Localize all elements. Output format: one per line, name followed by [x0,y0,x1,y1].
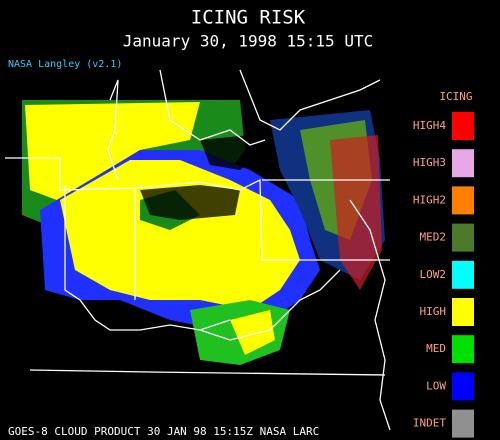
cloud-region [330,135,382,290]
lake [140,185,240,220]
legend-swatch [452,372,474,401]
cloud-region [230,310,275,355]
legend-swatch [452,409,474,438]
cloud-region [25,102,200,205]
legend-swatch [452,260,474,289]
legend-label: HIGH3 [413,156,446,169]
legend-label: LOW [426,379,446,392]
cloud-region [60,160,300,310]
footer: GOES-8 CLOUD PRODUCT 30 JAN 98 15:15Z NA… [8,425,319,438]
legend: HIGH4 HIGH3 HIGH2 MED2 LOW2 HIGH MED LOW INDET [413,112,474,438]
legend-label: HIGH [420,305,447,318]
legend-swatch [452,335,474,364]
legend-title: ICING [439,90,472,103]
legend-swatch [452,223,474,252]
legend-swatch [452,112,474,140]
legend-swatch [452,298,474,326]
legend-swatch [452,149,474,178]
legend-label: INDET [413,417,446,430]
legend-label: LOW2 [420,268,447,281]
legend-label: MED2 [420,231,447,244]
legend-label: HIGH2 [413,193,446,206]
title: ICING RISK [191,7,306,29]
legend-label: HIGH4 [413,119,446,132]
subtitle: January 30, 1998 15:15 UTC [123,32,373,51]
map [5,69,391,431]
source-label: NASA Langley (v2.1) [8,59,122,70]
legend-swatch [452,186,474,215]
borders [5,69,391,431]
legend-label: MED [426,342,446,355]
